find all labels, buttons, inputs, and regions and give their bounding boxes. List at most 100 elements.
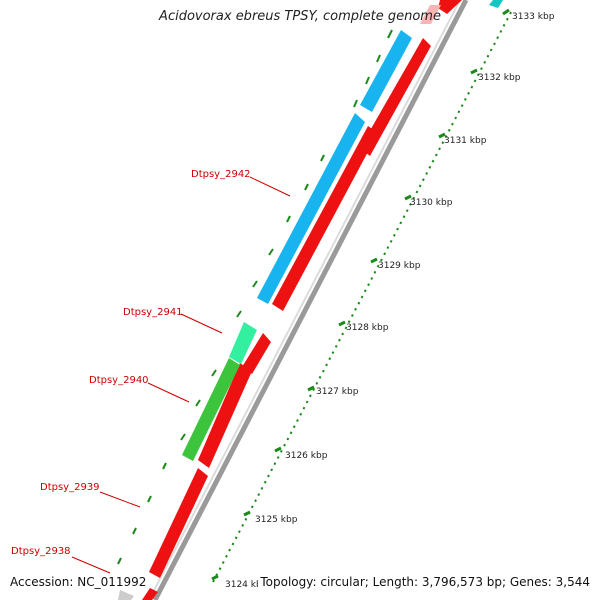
scale-tick-minor (493, 42, 496, 46)
accession-label: Accession: NC_011992 (8, 575, 149, 589)
scale-tick-minor (502, 23, 506, 27)
scale-tick-minor (308, 394, 312, 398)
gene-label-dtpsy-2940[interactable]: Dtpsy_2940 (89, 375, 149, 386)
scale-tick-minor (476, 73, 480, 77)
scale-tick-minor (480, 67, 483, 71)
scale-labels: 3124 kbp 3125 kbp 3126 kbp 3127 kbp 3128… (225, 12, 555, 590)
backbone-outer (152, 0, 469, 600)
scale-tick-minor (418, 184, 422, 188)
scale-tick-minor (302, 406, 306, 410)
scale-tick-minor (250, 505, 254, 509)
scale-label: 3129 kbp (378, 261, 421, 271)
scale-tick-minor (373, 270, 377, 274)
scale-tick-minor (231, 542, 235, 546)
feature-reverse-4[interactable] (272, 126, 378, 311)
gene-label-dtpsy-2942[interactable]: Dtpsy_2942 (191, 169, 251, 180)
scale-tick-minor (399, 221, 403, 225)
scale-tick-minor (483, 60, 487, 64)
scale-tick-minor (279, 449, 283, 453)
gene-label-dtpsy-2941[interactable]: Dtpsy_2941 (123, 307, 183, 318)
scale-tick-minor (363, 289, 367, 293)
scale-tick-minor (334, 344, 338, 348)
scale-tick-minor (321, 369, 325, 373)
scale-major-ticks (211, 8, 510, 581)
scale-tick-minor (486, 54, 490, 58)
scale-tick-minor (241, 523, 245, 527)
scale-tick-minor (267, 474, 270, 478)
feature-reverse-2[interactable] (420, 5, 441, 24)
feature-forward-1[interactable] (489, 0, 503, 8)
scale-tick-minor (460, 104, 464, 108)
scale-tick-minor (354, 307, 357, 311)
scale-tick-minor (467, 91, 470, 95)
scale-label: 3133 kbp (512, 12, 555, 22)
forward-strand-features (118, 0, 503, 600)
scale-tick-minor (273, 462, 277, 466)
feature-reverse-3[interactable] (360, 38, 431, 156)
scale-tick-minor (296, 419, 299, 422)
scale-tick-minor (312, 388, 316, 392)
feature-reverse-1[interactable] (438, 0, 462, 14)
scale-tick-minor (463, 97, 467, 101)
gene-label-leaders (71, 176, 291, 574)
feature-forward-2[interactable] (360, 30, 412, 112)
scale-tick-minor (244, 517, 248, 521)
scale-tick-minor (489, 48, 493, 52)
scale-tick-minor (392, 233, 396, 237)
scale-tick-minor (496, 36, 500, 40)
feature-reverse-6[interactable] (198, 363, 252, 468)
feature-forward-4[interactable] (118, 590, 134, 600)
scale-tick-minor (441, 141, 445, 145)
scale-tick-minor (350, 314, 354, 317)
scale-tick-minor (276, 456, 280, 459)
scale-tick-minor (389, 239, 393, 243)
scale-label: 3127 kbp (316, 387, 359, 397)
feature-reverse-7[interactable] (149, 468, 208, 578)
scale-tick-minor (405, 209, 409, 213)
gene-label-dtpsy-2939[interactable]: Dtpsy_2939 (40, 482, 100, 493)
scale-tick-minor (212, 579, 215, 583)
scale-tick-minor (402, 215, 406, 219)
scale-tick-minor (470, 85, 474, 89)
scale-tick-minor (447, 128, 451, 132)
feature-other-1[interactable] (229, 322, 257, 364)
tick-row-outer (117, 29, 393, 565)
scale-tick-minor (260, 486, 264, 490)
scale-label: 3125 kbp (255, 515, 298, 525)
scale-tick-minor (428, 165, 432, 169)
scale-tick-minor (367, 283, 370, 287)
scale-tick-minor (454, 116, 458, 120)
scale-tick-minor (237, 530, 241, 534)
scale-tick-minor (286, 437, 290, 441)
scale-tick-minor (347, 320, 351, 324)
genome-summary: Topology: circular; Length: 3,796,573 bp… (258, 575, 592, 589)
feature-reverse-5[interactable] (242, 333, 271, 374)
scale-tick-minor (283, 443, 286, 447)
scale-tick-minor (328, 357, 332, 361)
scale-tick-minor (457, 110, 461, 114)
scale-tick-minor (434, 153, 438, 157)
scale-tick-minor (228, 548, 232, 552)
feature-reverse-8[interactable] (142, 588, 158, 600)
scale-tick-minor (509, 11, 512, 15)
scale-label: 3132 kbp (478, 73, 521, 83)
scale-dotted-line (212, 11, 512, 583)
scale-tick-minor (444, 135, 448, 138)
feature-forward-3[interactable] (257, 113, 365, 304)
scale-tick-minor (499, 30, 503, 33)
scale-tick-minor (376, 264, 380, 268)
scale-tick-minor (270, 468, 274, 472)
scale-tick-minor (257, 493, 261, 497)
scale-tick-minor (396, 227, 399, 231)
scale-tick-minor (415, 190, 419, 194)
feature-rna-1[interactable] (182, 358, 240, 461)
scale-tick-minor (386, 246, 390, 250)
scale-label: 3126 kbp (285, 451, 328, 461)
scale-tick-minor (305, 400, 309, 404)
scale-tick-minor (438, 147, 441, 151)
scale-tick-minor (218, 567, 222, 571)
page-title: Acidovorax ebreus TPSY, complete genome (159, 9, 441, 24)
gene-label-dtpsy-2938[interactable]: Dtpsy_2938 (11, 546, 71, 557)
